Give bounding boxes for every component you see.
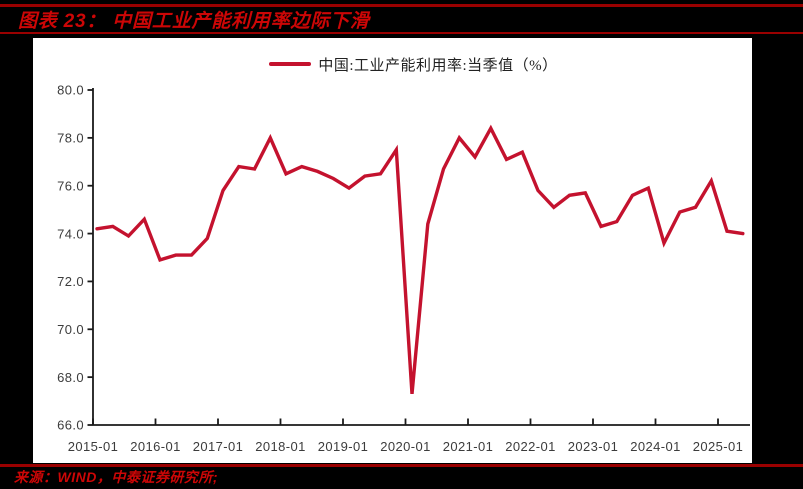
y-tick-label: 76.0 xyxy=(57,178,84,193)
x-tick-label: 2017-01 xyxy=(193,439,244,454)
x-tick-label: 2016-01 xyxy=(130,439,181,454)
y-tick-label: 78.0 xyxy=(57,130,84,145)
legend-label: 中国:工业产能利用率:当季值（%） xyxy=(318,57,558,74)
x-tick-label: 2019-01 xyxy=(318,439,369,454)
x-tick-label: 2023-01 xyxy=(568,439,619,454)
bottom-divider xyxy=(0,464,803,467)
chart-panel: 80.0 78.0 76.0 74.0 72.0 70.0 68.0 66.0 2015-01 2… xyxy=(33,37,752,463)
x-tick-label: 2015-01 xyxy=(68,439,119,454)
y-axis: 80.0 78.0 76.0 74.0 72.0 70.0 68.0 66.0 xyxy=(57,82,94,432)
legend-line-swatch xyxy=(269,61,312,67)
y-tick-label: 74.0 xyxy=(57,226,84,241)
x-tick-label: 2025-01 xyxy=(693,439,744,454)
title-divider xyxy=(0,31,803,34)
x-tick-label: 2020-01 xyxy=(380,439,431,454)
legend: 中国:工业产能利用率:当季值（%） xyxy=(33,54,752,75)
figure-title: 图表 23： 中国工业产能利用率边际下滑 xyxy=(18,11,370,32)
x-tick-label: 2018-01 xyxy=(255,439,306,454)
y-tick-label: 68.0 xyxy=(57,369,84,384)
y-tick-label: 80.0 xyxy=(57,82,84,97)
x-tick-label: 2022-01 xyxy=(505,439,556,454)
y-tick-label: 72.0 xyxy=(57,274,84,289)
series-line xyxy=(95,124,745,394)
source-note: 来源：WIND，中泰证券研究所; xyxy=(14,469,218,485)
y-tick-label: 66.0 xyxy=(57,417,84,432)
x-tick-label: 2021-01 xyxy=(443,439,494,454)
top-divider xyxy=(0,4,803,7)
y-tick-label: 70.0 xyxy=(57,321,84,336)
x-tick-label: 2024-01 xyxy=(630,439,681,454)
x-axis: 2015-01 2016-01 2017-01 2018-01 2019-01 2020-… xyxy=(68,418,750,454)
